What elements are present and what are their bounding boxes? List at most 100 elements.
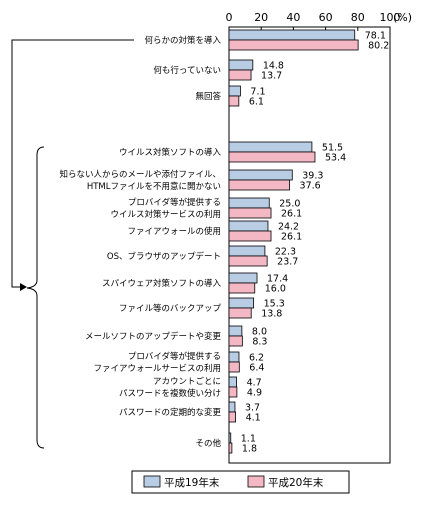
bar-series-1-category-14 xyxy=(228,401,236,413)
value-label-series-2-category-12: 6.4 xyxy=(249,363,264,374)
summary-group-connector xyxy=(11,39,134,288)
legend-box xyxy=(131,470,350,494)
value-label-series-2-category-8: 23.7 xyxy=(277,257,298,268)
category-label-8: OS、ブラウザのアップデート xyxy=(107,251,221,262)
category-label-12-line-1: プロバイダ等が提供する xyxy=(128,351,221,362)
x-tick-label-80: 80 xyxy=(351,11,365,24)
bar-series-1-category-3 xyxy=(228,85,241,97)
value-label-series-1-category-3: 7.1 xyxy=(250,87,265,98)
x-tick-label-60: 60 xyxy=(319,11,333,24)
breakdown-group-brace xyxy=(26,146,45,449)
bar-series-1-category-12 xyxy=(228,351,240,363)
category-label-7: ファイアウォールの使用 xyxy=(127,226,221,237)
bar-series-1-category-1 xyxy=(228,29,356,41)
value-label-series-2-category-1: 80.2 xyxy=(368,41,389,52)
value-label-series-2-category-7: 26.1 xyxy=(281,232,302,243)
bar-series-2-category-12 xyxy=(228,361,240,373)
bar-series-2-category-15 xyxy=(228,442,233,454)
bar-series-2-category-2 xyxy=(228,69,252,81)
category-label-13-line-1: アカウントごとに xyxy=(153,376,221,387)
category-label-13-line-2: パスワードを複数使い分け xyxy=(119,388,221,399)
value-label-series-2-category-9: 16.0 xyxy=(265,284,286,295)
category-label-2: 何も行っていない xyxy=(153,65,221,76)
plot-frame xyxy=(228,26,391,464)
value-label-series-1-category-9: 17.4 xyxy=(267,274,288,285)
value-label-series-1-category-4: 51.5 xyxy=(322,143,343,154)
value-label-series-1-category-11: 8.0 xyxy=(252,327,267,338)
bar-series-2-category-11 xyxy=(228,335,243,347)
category-label-5-line-2: HTMLファイルを不用意に開かない xyxy=(87,181,221,192)
value-label-series-2-category-2: 13.7 xyxy=(261,71,282,82)
data-labels: 78.1 14.8 7.1 51.5 39.3 25.0 24.2 22.3 17.4 15.3 8… xyxy=(241,31,390,455)
category-label-1: 何らかの対策を導入 xyxy=(144,35,221,46)
bar-series-2-category-10 xyxy=(228,307,252,319)
value-label-series-1-category-10: 15.3 xyxy=(264,299,285,310)
category-label-6-line-2: ウイルス対策サービスの利用 xyxy=(110,209,221,220)
legend: 平成19年末 平成20年末 xyxy=(131,470,350,494)
category-label-3: 無回答 xyxy=(195,91,221,102)
bar-series-1-category-13 xyxy=(228,376,237,388)
legend-label-2: 平成20年末 xyxy=(268,476,324,489)
x-tick-label-100: 100 xyxy=(380,11,401,24)
bar-series-1-category-4 xyxy=(228,141,313,153)
legend-label-1: 平成19年末 xyxy=(164,476,220,489)
connector-arrowhead xyxy=(20,283,27,291)
x-axis: 0 20 40 60 80 100(%) xyxy=(226,11,412,464)
x-tick-label-0: 0 xyxy=(226,11,233,24)
bar-series-1-category-15 xyxy=(228,432,232,444)
value-label-series-2-category-4: 53.4 xyxy=(325,153,346,164)
bar-series-1-category-5 xyxy=(228,169,293,181)
category-label-12-line-2: ファイアウォールサービスの利用 xyxy=(93,363,221,374)
category-label-14: パスワードの定期的な変更 xyxy=(119,407,222,418)
legend-swatch-1 xyxy=(143,475,161,488)
bar-series-2-category-8 xyxy=(228,255,268,267)
value-label-series-1-category-14: 3.7 xyxy=(245,403,260,414)
category-labels: 何らかの対策を導入何も行っていない無回答ウイルス対策ソフトの導入知らない人からの… xyxy=(59,35,221,449)
bar-series-1-category-6 xyxy=(228,197,270,209)
bar-series-1-category-11 xyxy=(228,325,243,337)
value-label-series-2-category-14: 4.1 xyxy=(246,413,261,424)
bar-series-2-category-13 xyxy=(228,386,238,398)
bar-series-2-category-9 xyxy=(228,282,256,294)
bar-series-2-category-14 xyxy=(228,411,237,423)
category-label-10: ファイル等のバックアップ xyxy=(119,303,222,314)
value-label-series-1-category-7: 24.2 xyxy=(278,222,299,233)
bar-series-2-category-5 xyxy=(228,179,290,191)
bar-series-2-category-6 xyxy=(228,207,272,219)
value-label-series-1-category-1: 78.1 xyxy=(365,31,386,42)
category-label-5-line-1: 知らない人からのメールや添付ファイル、 xyxy=(59,169,221,180)
bar-series-2-category-1 xyxy=(228,39,359,51)
bar-series-2-category-7 xyxy=(228,230,272,242)
value-label-series-1-category-12: 6.2 xyxy=(249,353,264,364)
value-label-series-2-category-3: 6.1 xyxy=(249,97,264,108)
category-label-4: ウイルス対策ソフトの導入 xyxy=(119,147,222,158)
bar-series-1-category-9 xyxy=(228,272,258,284)
value-label-series-2-category-10: 13.8 xyxy=(261,309,282,320)
bar-series-1-category-2 xyxy=(228,59,254,71)
axis-unit-label: (%) xyxy=(393,11,412,24)
value-label-series-1-category-5: 39.3 xyxy=(302,171,323,182)
category-label-11: メールソフトのアップデートや変更 xyxy=(85,331,222,342)
value-label-series-2-category-11: 8.3 xyxy=(252,337,267,348)
value-label-series-1-category-2: 14.8 xyxy=(263,61,284,72)
bars xyxy=(228,29,359,454)
value-label-series-2-category-15: 1.8 xyxy=(242,444,257,455)
value-label-series-1-category-6: 25.0 xyxy=(279,199,300,210)
value-label-series-1-category-13: 4.7 xyxy=(247,378,262,389)
x-tick-label-40: 40 xyxy=(286,11,300,24)
value-label-series-2-category-6: 26.1 xyxy=(281,209,302,220)
bar-series-2-category-4 xyxy=(228,151,316,163)
category-label-6-line-1: プロバイダ等が提供する xyxy=(128,197,221,208)
bar-series-1-category-8 xyxy=(228,245,266,257)
legend-swatch-2 xyxy=(247,475,265,488)
category-label-9: スパイウェア対策ソフトの導入 xyxy=(102,278,222,289)
group-brackets xyxy=(11,39,134,449)
bar-series-1-category-10 xyxy=(228,297,255,309)
value-label-series-1-category-15: 1.1 xyxy=(241,434,256,445)
bar-series-2-category-3 xyxy=(228,95,240,107)
bar-series-1-category-7 xyxy=(228,220,269,232)
value-label-series-1-category-8: 22.3 xyxy=(275,247,296,258)
x-tick-label-20: 20 xyxy=(254,11,268,24)
